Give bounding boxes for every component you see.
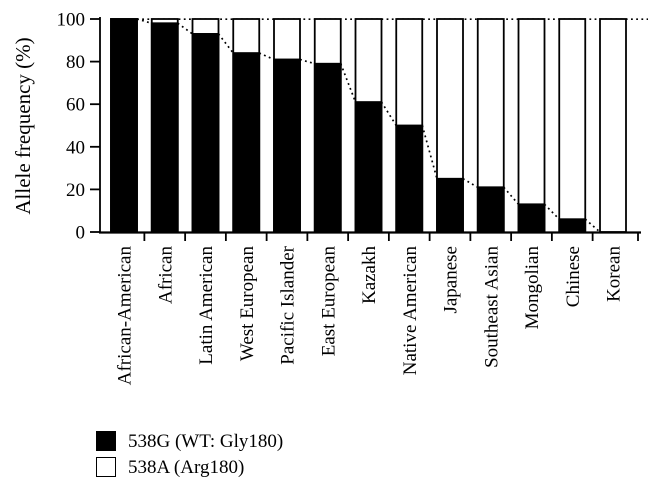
- y-tick-label: 100: [57, 10, 86, 31]
- trend-dotted-segment: [380, 101, 397, 126]
- bar-538g-east-european: [313, 62, 342, 233]
- bar-538g-pacific-islander: [273, 58, 301, 233]
- legend-swatch-538g-icon: [96, 431, 116, 451]
- trend-dotted-segment: [136, 18, 152, 25]
- trend-dotted-segment: [584, 218, 601, 233]
- x-category-label: Kazakh: [359, 246, 380, 305]
- x-category-label: West European: [237, 246, 258, 362]
- x-category-label: Southeast Asian: [481, 246, 502, 368]
- bar-538g-japanese: [436, 177, 464, 233]
- bar-538g-chinese: [558, 218, 587, 233]
- trend-dotted-segment: [421, 125, 438, 179]
- legend-swatch-538a-icon: [96, 457, 116, 477]
- bar-538g-mongolian: [517, 203, 546, 233]
- trend-dotted-segment: [543, 203, 560, 220]
- trend-dotted-segment: [462, 178, 479, 189]
- x-category-label: Latin American: [196, 246, 217, 365]
- bar-538a-korean: [599, 18, 627, 233]
- x-category-label: Korean: [604, 246, 625, 302]
- bar-538g-african-american: [110, 18, 138, 233]
- x-category-label: African-American: [115, 246, 136, 386]
- y-tick-label: 20: [66, 180, 85, 201]
- bar-538g-kazakh: [354, 101, 383, 233]
- legend-label-538g: 538G (WT: Gly180): [128, 430, 284, 452]
- bar-538g-west-european: [232, 52, 261, 233]
- bar-538g-native-american: [395, 124, 424, 233]
- trend-dotted-segment: [339, 63, 357, 103]
- trend-dotted-segment: [258, 52, 275, 61]
- y-tick-label: 0: [76, 223, 86, 244]
- bar-538g-latin-american: [191, 33, 220, 233]
- trend-dotted-segment: [503, 186, 520, 205]
- x-category-label: Native American: [400, 246, 421, 376]
- x-category-label: African: [155, 246, 176, 305]
- x-category-label: Mongolian: [522, 246, 543, 330]
- x-category-label: Pacific Islander: [278, 245, 299, 364]
- y-axis-title: Allele frequency (%): [11, 37, 35, 214]
- bar-538g-southeast-asian: [476, 186, 505, 233]
- trend-dotted-segment: [177, 22, 193, 35]
- trend-dotted-segment: [299, 58, 315, 65]
- y-tick-label: 80: [66, 52, 85, 73]
- x-category-label: Chinese: [563, 246, 584, 307]
- y-tick-label: 40: [66, 137, 85, 158]
- legend: 538G (WT: Gly180) 538A (Arg180): [96, 431, 283, 477]
- legend-item-538g: 538G (WT: Gly180): [96, 431, 283, 451]
- bar-538a-chinese: [558, 18, 587, 233]
- y-tick-label: 60: [66, 95, 85, 116]
- x-category-label: East European: [318, 246, 339, 357]
- bar-538g-african: [150, 22, 179, 233]
- trend-dotted-segment: [217, 33, 234, 54]
- legend-item-538a: 538A (Arg180): [96, 457, 283, 477]
- bar-538a-mongolian: [517, 18, 546, 233]
- x-category-label: Japanese: [441, 246, 462, 314]
- legend-label-538a: 538A (Arg180): [128, 456, 245, 478]
